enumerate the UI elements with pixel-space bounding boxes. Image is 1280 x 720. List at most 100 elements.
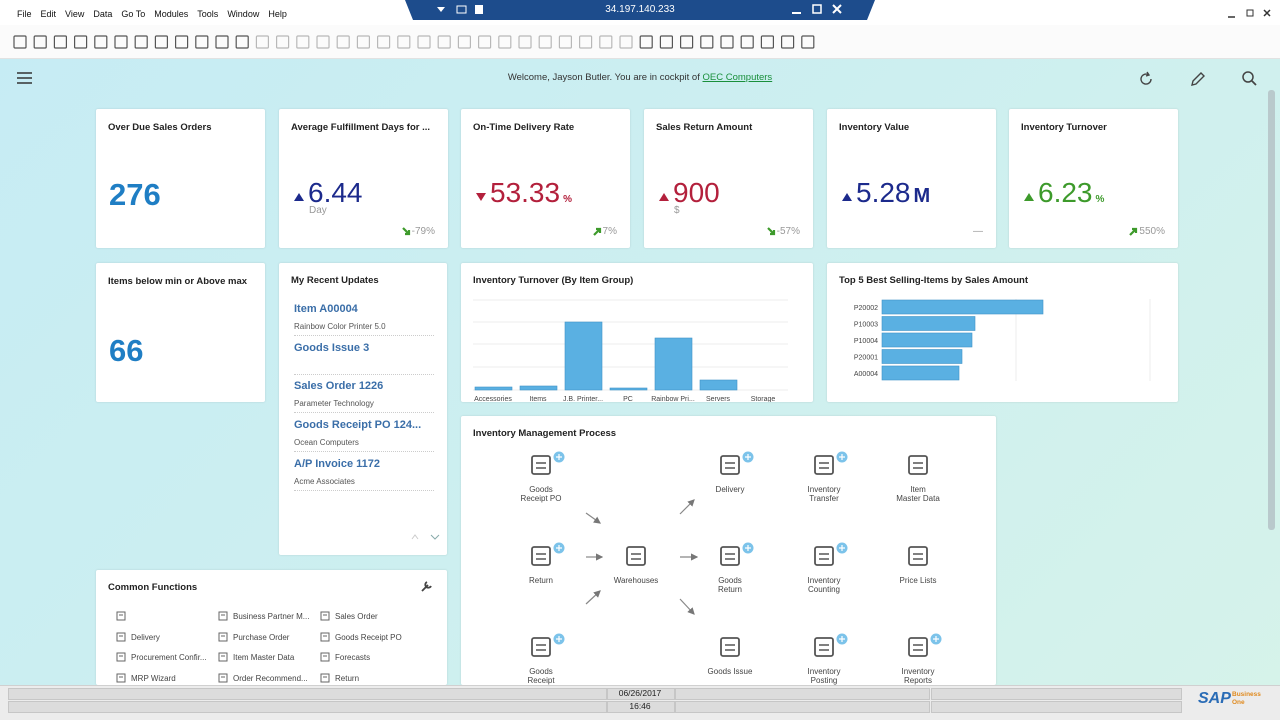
function-link[interactable]: Procurement Confir... bbox=[131, 653, 207, 663]
kpi-tile[interactable]: Inventory Value 5.28 M — bbox=[827, 109, 996, 248]
refresh-button[interactable] bbox=[1138, 71, 1154, 87]
function-link[interactable]: Purchase Order bbox=[233, 632, 290, 642]
update-title[interactable]: Item A00004 bbox=[294, 303, 358, 315]
tile-value: 66 bbox=[109, 333, 144, 368]
function-link[interactable]: Business Partner M... bbox=[233, 612, 310, 621]
toolbar-button bbox=[417, 35, 431, 49]
function-link[interactable]: Forecasts bbox=[335, 653, 371, 663]
menu-item[interactable]: View bbox=[65, 9, 85, 19]
menu-item[interactable]: Edit bbox=[40, 9, 57, 19]
search-button[interactable] bbox=[1242, 71, 1258, 87]
toolbar-button bbox=[639, 35, 653, 49]
settings-button[interactable] bbox=[421, 580, 433, 592]
company-link[interactable]: OEC Computers bbox=[702, 72, 773, 83]
toolbar-button bbox=[498, 35, 512, 49]
title-tab-shape bbox=[405, 0, 875, 20]
toolbar-button bbox=[437, 35, 451, 49]
toolbar-button bbox=[296, 35, 310, 49]
bar bbox=[881, 316, 976, 331]
toolbar-button bbox=[558, 35, 573, 49]
toolbar-button bbox=[276, 35, 290, 49]
menu-item[interactable]: File bbox=[17, 9, 32, 19]
function-icon-shape bbox=[218, 673, 228, 683]
status-date: 06/26/2017 bbox=[618, 688, 662, 698]
menu-item[interactable]: Window bbox=[227, 9, 260, 19]
page-down bbox=[430, 534, 440, 540]
function-link[interactable]: Order Recommend... bbox=[233, 673, 308, 683]
bar bbox=[609, 387, 648, 391]
stock-alert-tile[interactable]: Items below min or Above max 66 bbox=[96, 263, 265, 402]
node-badge-plus bbox=[556, 454, 562, 460]
update-title[interactable]: Goods Receipt PO 124... bbox=[294, 419, 422, 432]
turnover-chart: Inventory Turnover (By Item Group) Access… bbox=[461, 263, 813, 402]
function-link[interactable]: Sales Order bbox=[335, 612, 378, 621]
toolbar-button bbox=[316, 35, 330, 49]
update-title[interactable]: Goods Issue 3 bbox=[294, 341, 370, 354]
update-divider bbox=[294, 451, 434, 453]
node-icon bbox=[531, 455, 551, 475]
process-node-label[interactable]: Warehouses bbox=[613, 576, 659, 585]
process-node-label[interactable]: Return bbox=[528, 576, 553, 585]
process-node-label[interactable]: Goods Receipt bbox=[527, 667, 555, 685]
change-arrow bbox=[592, 227, 601, 236]
process-node-label[interactable]: Inventory Posting bbox=[807, 667, 841, 685]
toolbar-button bbox=[780, 35, 795, 49]
update-title[interactable]: A/P Invoice 1172 bbox=[294, 457, 381, 470]
function-icon bbox=[116, 652, 126, 662]
toolbar-button bbox=[134, 35, 148, 49]
status-time: 16:46 bbox=[629, 701, 651, 711]
menu-item[interactable]: Modules bbox=[154, 9, 189, 19]
chart-title: Inventory Turnover (By Item Group) bbox=[473, 275, 634, 286]
function-link[interactable]: Return bbox=[335, 673, 360, 683]
update-title[interactable]: Sales Order 1226 bbox=[294, 380, 384, 393]
category-label: P10003 bbox=[854, 322, 878, 329]
pin-icon bbox=[456, 5, 467, 14]
process-node-label[interactable]: Item Master Data bbox=[896, 485, 940, 503]
process-node-label[interactable]: Inventory Reports bbox=[901, 667, 935, 685]
toolbar-button bbox=[336, 35, 350, 49]
toolbar-button bbox=[175, 35, 189, 49]
menu-item[interactable]: Data bbox=[93, 9, 113, 19]
welcome: Welcome, Jayson Butler. You are in cockp… bbox=[0, 72, 1280, 83]
toolbar-button bbox=[73, 35, 88, 49]
kpi-tile[interactable]: Average Fulfillment Days for ... 6.44 Day -… bbox=[279, 109, 448, 248]
menu-item[interactable]: Tools bbox=[197, 9, 219, 19]
process-node-icon bbox=[908, 546, 928, 566]
menu-button[interactable] bbox=[17, 72, 33, 86]
function-link[interactable]: MRP Wizard bbox=[131, 673, 176, 683]
edit-button[interactable] bbox=[1190, 71, 1206, 87]
toolbar-button bbox=[801, 35, 815, 49]
trend-triangle bbox=[476, 193, 486, 201]
edit-shape bbox=[1191, 72, 1205, 86]
process-node-label[interactable]: Inventory Counting bbox=[807, 576, 841, 594]
kpi-tile[interactable]: On-Time Delivery Rate 53.33% 7% bbox=[461, 109, 630, 248]
kpi-tile[interactable]: Sales Return Amount 900 $ -57% bbox=[644, 109, 813, 248]
close-icon bbox=[832, 4, 842, 14]
node-icon bbox=[626, 546, 646, 566]
toolbar-button bbox=[235, 35, 249, 49]
kpi-title: Over Due Sales Orders bbox=[108, 122, 212, 133]
process-node-label[interactable]: Goods Issue bbox=[707, 667, 753, 676]
kpi-unit: % bbox=[563, 194, 572, 205]
menu-item[interactable]: Help bbox=[268, 9, 287, 19]
function-link[interactable]: Delivery bbox=[131, 632, 160, 642]
process-node-label[interactable]: Goods Return bbox=[717, 576, 742, 594]
toolbar-button bbox=[578, 35, 593, 49]
function-icon bbox=[320, 673, 330, 683]
kpi-tile[interactable]: Over Due Sales Orders 276 bbox=[96, 109, 265, 248]
menu-item[interactable]: Go To bbox=[121, 9, 146, 19]
function-icon-shape bbox=[218, 611, 228, 621]
node-icon bbox=[908, 546, 928, 566]
function-link[interactable]: Item Master Data bbox=[233, 653, 295, 663]
toolbar-button bbox=[478, 35, 492, 49]
process-node-label[interactable]: Price Lists bbox=[899, 576, 937, 585]
paging-controls bbox=[411, 534, 440, 540]
process-node-label[interactable]: Inventory Transfer bbox=[807, 485, 841, 503]
category-label: Servers bbox=[706, 396, 731, 402]
kpi-tile[interactable]: Inventory Turnover 6.23% 550% bbox=[1009, 109, 1178, 248]
process-node-label[interactable]: Delivery bbox=[715, 485, 745, 494]
title-tab bbox=[405, 0, 875, 20]
restore-icon bbox=[812, 4, 822, 14]
process-node-label[interactable]: Goods Receipt PO bbox=[520, 485, 562, 503]
function-link[interactable]: Goods Receipt PO bbox=[335, 632, 402, 642]
